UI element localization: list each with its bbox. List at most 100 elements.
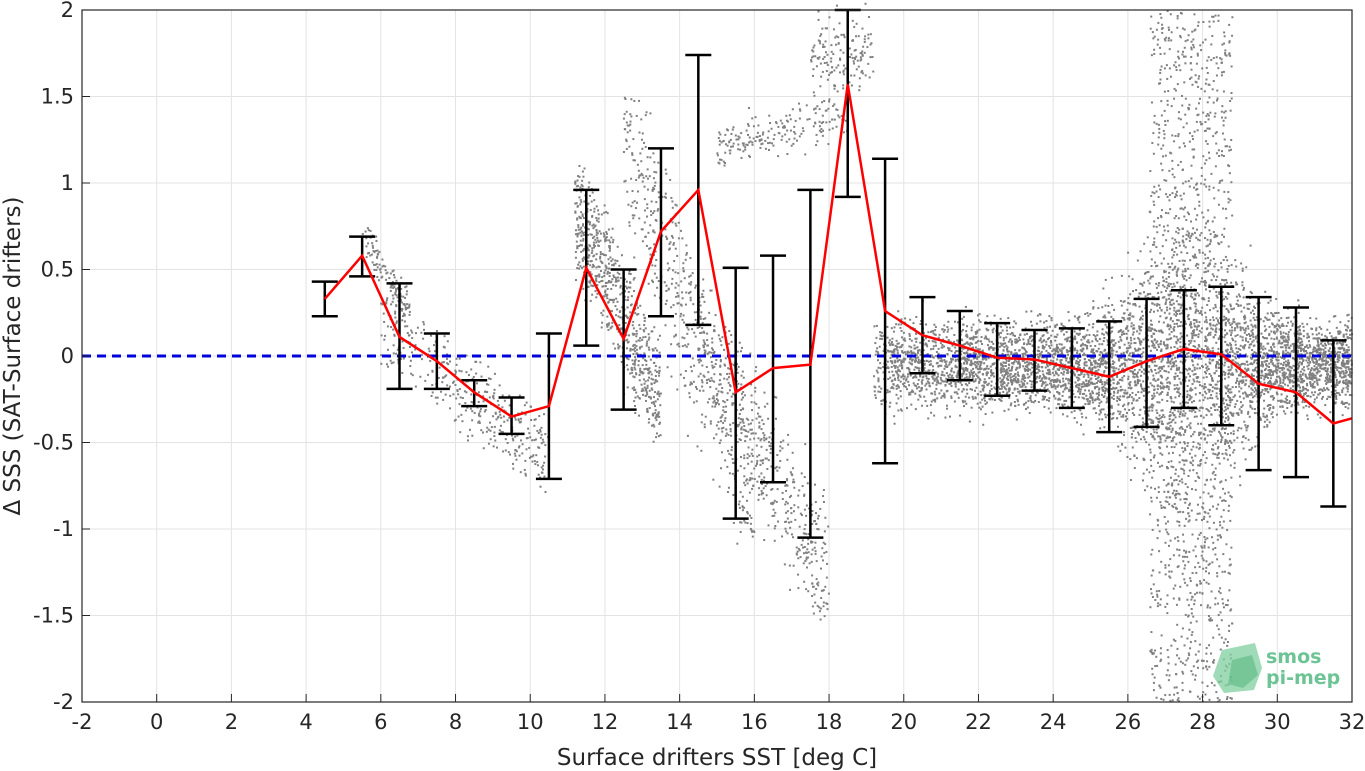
scatter-point bbox=[1265, 337, 1268, 340]
scatter-point bbox=[1115, 367, 1118, 370]
scatter-point bbox=[1263, 425, 1266, 428]
scatter-point bbox=[1132, 375, 1135, 378]
scatter-point bbox=[711, 379, 714, 382]
scatter-point bbox=[701, 381, 704, 384]
scatter-point bbox=[738, 438, 741, 441]
scatter-point bbox=[623, 278, 626, 281]
scatter-point bbox=[922, 368, 925, 371]
scatter-point bbox=[411, 374, 414, 377]
scatter-point bbox=[574, 211, 577, 214]
scatter-point bbox=[801, 514, 804, 517]
scatter-point bbox=[489, 421, 492, 424]
scatter-point bbox=[677, 272, 680, 275]
scatter-point bbox=[523, 404, 526, 407]
scatter-point bbox=[960, 357, 963, 360]
scatter-point bbox=[366, 252, 369, 255]
scatter-point bbox=[501, 431, 504, 434]
scatter-point bbox=[1305, 344, 1308, 347]
scatter-point bbox=[381, 265, 384, 268]
scatter-point bbox=[754, 140, 757, 143]
scatter-point bbox=[730, 132, 733, 135]
scatter-point bbox=[605, 232, 608, 235]
scatter-point bbox=[1066, 351, 1069, 354]
scatter-point bbox=[1006, 391, 1009, 394]
scatter-point bbox=[623, 128, 626, 131]
scatter-point bbox=[751, 141, 754, 144]
scatter-point bbox=[1120, 415, 1123, 418]
scatter-point bbox=[1119, 329, 1122, 332]
scatter-point bbox=[385, 302, 388, 305]
scatter-point bbox=[633, 400, 636, 403]
scatter-point bbox=[1157, 292, 1160, 295]
scatter-point bbox=[948, 382, 951, 385]
scatter-point bbox=[1174, 472, 1177, 475]
scatter-point bbox=[652, 401, 655, 404]
scatter-point bbox=[1127, 386, 1130, 389]
scatter-point bbox=[626, 338, 629, 341]
scatter-point bbox=[1198, 384, 1201, 387]
scatter-point bbox=[592, 255, 595, 258]
scatter-point bbox=[784, 126, 787, 129]
scatter-point bbox=[465, 371, 468, 374]
scatter-point bbox=[618, 273, 621, 276]
scatter-point bbox=[812, 612, 815, 615]
scatter-point bbox=[962, 323, 965, 326]
scatter-point bbox=[529, 455, 532, 458]
scatter-point bbox=[1114, 387, 1117, 390]
scatter-point bbox=[1164, 270, 1167, 273]
scatter-point bbox=[400, 357, 403, 360]
scatter-point bbox=[674, 286, 677, 289]
scatter-point bbox=[608, 298, 611, 301]
scatter-point bbox=[1046, 365, 1049, 368]
scatter-point bbox=[1105, 381, 1108, 384]
scatter-point bbox=[842, 84, 845, 87]
scatter-point bbox=[1341, 389, 1344, 392]
scatter-point bbox=[737, 382, 740, 385]
scatter-point bbox=[1130, 358, 1133, 361]
scatter-point bbox=[738, 412, 741, 415]
scatter-point bbox=[1077, 333, 1080, 336]
scatter-point bbox=[1184, 322, 1187, 325]
scatter-point bbox=[626, 306, 629, 309]
scatter-point bbox=[654, 411, 657, 414]
scatter-point bbox=[601, 276, 604, 279]
scatter-point bbox=[665, 299, 668, 302]
scatter-point bbox=[592, 263, 595, 266]
scatter-point bbox=[627, 286, 630, 289]
scatter-point bbox=[702, 374, 705, 377]
scatter-point bbox=[1260, 394, 1263, 397]
scatter-point bbox=[410, 372, 413, 375]
scatter-point bbox=[1085, 364, 1088, 367]
scatter-point bbox=[618, 345, 621, 348]
scatter-point bbox=[685, 252, 688, 255]
scatter-point bbox=[653, 272, 656, 275]
scatter-point bbox=[1341, 400, 1344, 403]
scatter-point bbox=[1233, 405, 1236, 408]
scatter-point bbox=[1263, 381, 1266, 384]
scatter-point bbox=[691, 357, 694, 360]
scatter-point bbox=[1153, 395, 1156, 398]
scatter-point bbox=[1281, 356, 1284, 359]
scatter-point bbox=[822, 605, 825, 608]
scatter-point bbox=[746, 510, 749, 513]
scatter-point bbox=[727, 376, 730, 379]
scatter-point bbox=[821, 70, 824, 73]
scatter-point bbox=[636, 306, 639, 309]
scatter-point bbox=[717, 399, 720, 402]
scatter-point bbox=[377, 279, 380, 282]
scatter-point bbox=[1232, 339, 1235, 342]
scatter-point bbox=[641, 228, 644, 231]
scatter-point bbox=[463, 390, 466, 393]
scatter-point bbox=[1000, 387, 1003, 390]
scatter-point bbox=[677, 237, 680, 240]
scatter-point bbox=[812, 68, 815, 71]
scatter-point bbox=[710, 351, 713, 354]
scatter-point bbox=[742, 396, 745, 399]
scatter-point bbox=[1192, 345, 1195, 348]
scatter-point bbox=[918, 394, 921, 397]
scatter-point bbox=[395, 304, 398, 307]
scatter-point bbox=[1323, 352, 1326, 355]
scatter-point bbox=[756, 131, 759, 134]
scatter-point bbox=[1308, 340, 1311, 343]
scatter-point bbox=[751, 409, 754, 412]
